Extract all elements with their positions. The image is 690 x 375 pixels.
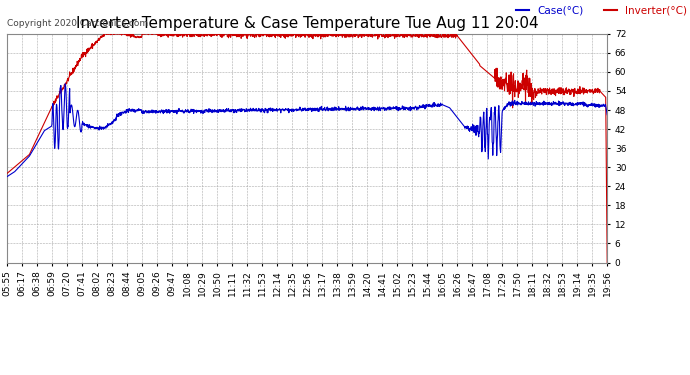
Legend: Case(°C), Inverter(°C): Case(°C), Inverter(°C) bbox=[512, 2, 690, 20]
Text: Copyright 2020 Cartronics.com: Copyright 2020 Cartronics.com bbox=[7, 19, 148, 28]
Title: Inverter Temperature & Case Temperature Tue Aug 11 20:04: Inverter Temperature & Case Temperature … bbox=[76, 16, 538, 31]
